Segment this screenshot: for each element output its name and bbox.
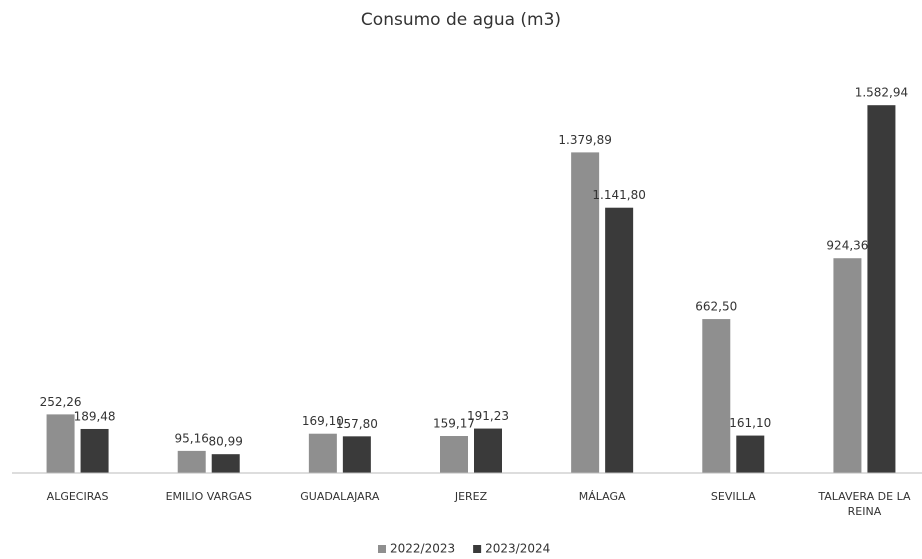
chart-title: Consumo de agua (m3) bbox=[361, 10, 561, 30]
legend-label: 2023/2024 bbox=[485, 542, 550, 556]
bar bbox=[474, 428, 502, 473]
bar bbox=[605, 207, 634, 474]
bar bbox=[571, 152, 600, 474]
data-label: 95,16 bbox=[175, 431, 209, 445]
bar bbox=[211, 454, 240, 473]
data-label: 169,10 bbox=[302, 414, 344, 428]
x-tick-label: MÁLAGA bbox=[578, 490, 626, 503]
bar bbox=[702, 319, 731, 473]
data-label: 159,17 bbox=[433, 417, 475, 431]
data-label: 924,36 bbox=[826, 239, 868, 253]
data-label: 1.582,94 bbox=[855, 86, 908, 100]
x-tick-label: SEVILLA bbox=[710, 490, 756, 503]
legend-label: 2022/2023 bbox=[390, 542, 455, 556]
bar bbox=[80, 428, 109, 473]
bar bbox=[342, 436, 371, 473]
data-label: 1.141,80 bbox=[592, 188, 645, 202]
bar bbox=[440, 436, 468, 473]
bar bbox=[177, 450, 206, 473]
bar bbox=[736, 435, 765, 473]
data-label: 1.379,89 bbox=[558, 133, 611, 147]
data-label: 80,99 bbox=[209, 435, 243, 449]
x-tick-label: EMILIO VARGAS bbox=[165, 490, 252, 503]
x-tick-label: JEREZ bbox=[454, 490, 488, 503]
data-label: 252,26 bbox=[40, 395, 82, 409]
x-tick-label: TALAVERA DE LA REINA bbox=[818, 490, 911, 518]
legend-swatch bbox=[378, 545, 386, 553]
data-label: 191,23 bbox=[467, 409, 509, 423]
data-label: 157,80 bbox=[336, 417, 378, 431]
bar bbox=[867, 105, 896, 474]
bar bbox=[308, 433, 337, 473]
data-label: 662,50 bbox=[695, 300, 737, 314]
x-tick-label: ALGECIRAS bbox=[46, 490, 109, 503]
data-label: 161,10 bbox=[729, 416, 771, 430]
bar bbox=[833, 258, 862, 473]
bar bbox=[46, 414, 75, 473]
data-label: 189,48 bbox=[74, 409, 116, 423]
x-tick-label: GUADALAJARA bbox=[300, 490, 380, 503]
legend-swatch bbox=[473, 545, 482, 553]
